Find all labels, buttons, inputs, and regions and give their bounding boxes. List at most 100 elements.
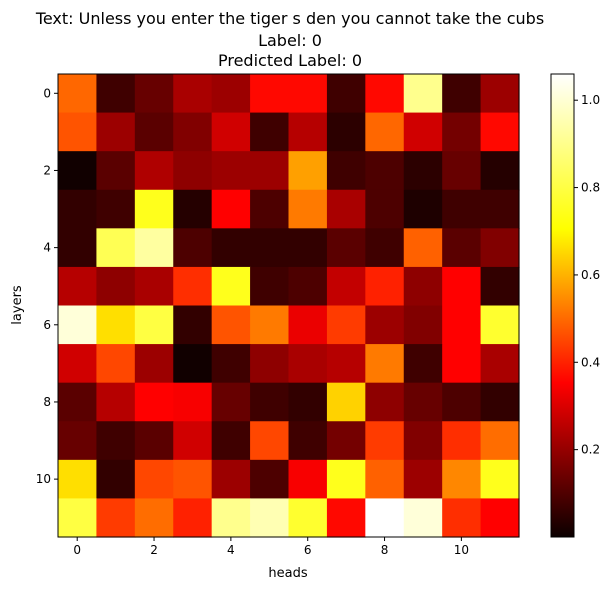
- heatmap-cell: [96, 151, 136, 191]
- heatmap-cell: [442, 228, 482, 268]
- heatmap-cells: [58, 74, 520, 538]
- heatmap-cell: [480, 266, 520, 307]
- heatmap-cell: [480, 189, 520, 229]
- plot-frame: [57, 73, 520, 538]
- heatmap-cell: [326, 266, 366, 307]
- heatmap-cell: [365, 498, 405, 538]
- heatmap-cell: [250, 74, 290, 114]
- heatmap-cell: [96, 382, 136, 422]
- heatmap-cell: [96, 498, 136, 538]
- chart-title: Text: Unless you enter the tiger s den y…: [35, 9, 545, 28]
- heatmap-cell: [134, 266, 174, 307]
- heatmap-cell: [211, 189, 251, 229]
- heatmap-cell: [96, 421, 136, 461]
- heatmap-cell: [403, 266, 443, 307]
- heatmap-cell: [480, 344, 520, 384]
- heatmap-cell: [326, 74, 366, 114]
- heatmap-cell: [250, 305, 290, 345]
- heatmap-cell: [58, 266, 98, 307]
- heatmap-cell: [288, 459, 328, 500]
- heatmap-cell: [403, 189, 443, 229]
- heatmap-cell: [442, 421, 482, 461]
- heatmap-cell: [250, 421, 290, 461]
- heatmap-cell: [480, 151, 520, 191]
- heatmap-cell: [288, 151, 328, 191]
- heatmap-cell: [250, 112, 290, 152]
- heatmap-cell: [173, 305, 213, 345]
- heatmap-cell: [173, 189, 213, 229]
- heatmap-cell: [480, 498, 520, 538]
- colorbar-tick-label: 1.0: [581, 93, 600, 107]
- heatmap-cell: [288, 74, 328, 114]
- heatmap-cell: [134, 305, 174, 345]
- heatmap-cell: [134, 498, 174, 538]
- heatmap-cell: [58, 498, 98, 538]
- heatmap-cell: [288, 498, 328, 538]
- heatmap-cell: [211, 344, 251, 384]
- heatmap-cell: [211, 266, 251, 307]
- heatmap-cell: [134, 74, 174, 114]
- y-axis-ticks: 0 2 4 6 8 10: [36, 86, 58, 486]
- heatmap-cell: [250, 498, 290, 538]
- heatmap-cell: [96, 266, 136, 307]
- heatmap-cell: [211, 112, 251, 152]
- heatmap-cell: [211, 151, 251, 191]
- heatmap-cell: [96, 189, 136, 229]
- heatmap-cell: [58, 382, 98, 422]
- heatmap-cell: [480, 112, 520, 152]
- heatmap-cell: [480, 382, 520, 422]
- heatmap-cell: [326, 189, 366, 229]
- colorbar-tick-label: 0.2: [581, 443, 600, 457]
- heatmap-cell: [480, 74, 520, 114]
- heatmap-cell: [480, 228, 520, 268]
- heatmap-cell: [403, 382, 443, 422]
- heatmap-cell: [134, 112, 174, 152]
- heatmap-cell: [365, 112, 405, 152]
- heatmap-cell: [250, 228, 290, 268]
- colorbar-ticks: 0.2 0.4 0.6 0.8 1.0: [574, 93, 600, 457]
- heatmap-cell: [365, 74, 405, 114]
- chart-label-line: Label: 0: [258, 31, 322, 50]
- y-tick-label: 6: [43, 318, 51, 332]
- heatmap-cell: [442, 459, 482, 500]
- heatmap-cell: [365, 421, 405, 461]
- heatmap-cell: [365, 151, 405, 191]
- y-tick-label: 8: [43, 395, 51, 409]
- heatmap-cell: [326, 344, 366, 384]
- heatmap-cell: [250, 151, 290, 191]
- heatmap-cell: [134, 459, 174, 500]
- heatmap-cell: [173, 382, 213, 422]
- heatmap-cell: [442, 382, 482, 422]
- heatmap-cell: [211, 498, 251, 538]
- heatmap-cell: [288, 228, 328, 268]
- heatmap-cell: [442, 151, 482, 191]
- heatmap-cell: [250, 266, 290, 307]
- heatmap-cell: [250, 459, 290, 500]
- heatmap-cell: [134, 344, 174, 384]
- heatmap-cell: [288, 344, 328, 384]
- heatmap-cell: [134, 421, 174, 461]
- heatmap-cell: [326, 382, 366, 422]
- heatmap-cell: [211, 382, 251, 422]
- heatmap-cell: [403, 498, 443, 538]
- heatmap-cell: [442, 112, 482, 152]
- heatmap-cell: [250, 189, 290, 229]
- heatmap-cell: [250, 344, 290, 384]
- colorbar-tick-label: 0.6: [581, 268, 600, 282]
- heatmap-cell: [250, 382, 290, 422]
- heatmap-cell: [211, 74, 251, 114]
- x-tick-label: 4: [227, 543, 235, 557]
- heatmap-cell: [173, 74, 213, 114]
- x-tick-label: 8: [381, 543, 389, 557]
- heatmap-cell: [442, 189, 482, 229]
- heatmap-cell: [442, 498, 482, 538]
- heatmap-cell: [365, 266, 405, 307]
- heatmap-cell: [173, 421, 213, 461]
- heatmap-cell: [134, 189, 174, 229]
- heatmap-cell: [58, 112, 98, 152]
- y-tick-label: 0: [43, 86, 51, 100]
- heatmap-cell: [326, 498, 366, 538]
- heatmap-cell: [442, 344, 482, 384]
- heatmap-cell: [442, 266, 482, 307]
- x-tick-label: 2: [150, 543, 158, 557]
